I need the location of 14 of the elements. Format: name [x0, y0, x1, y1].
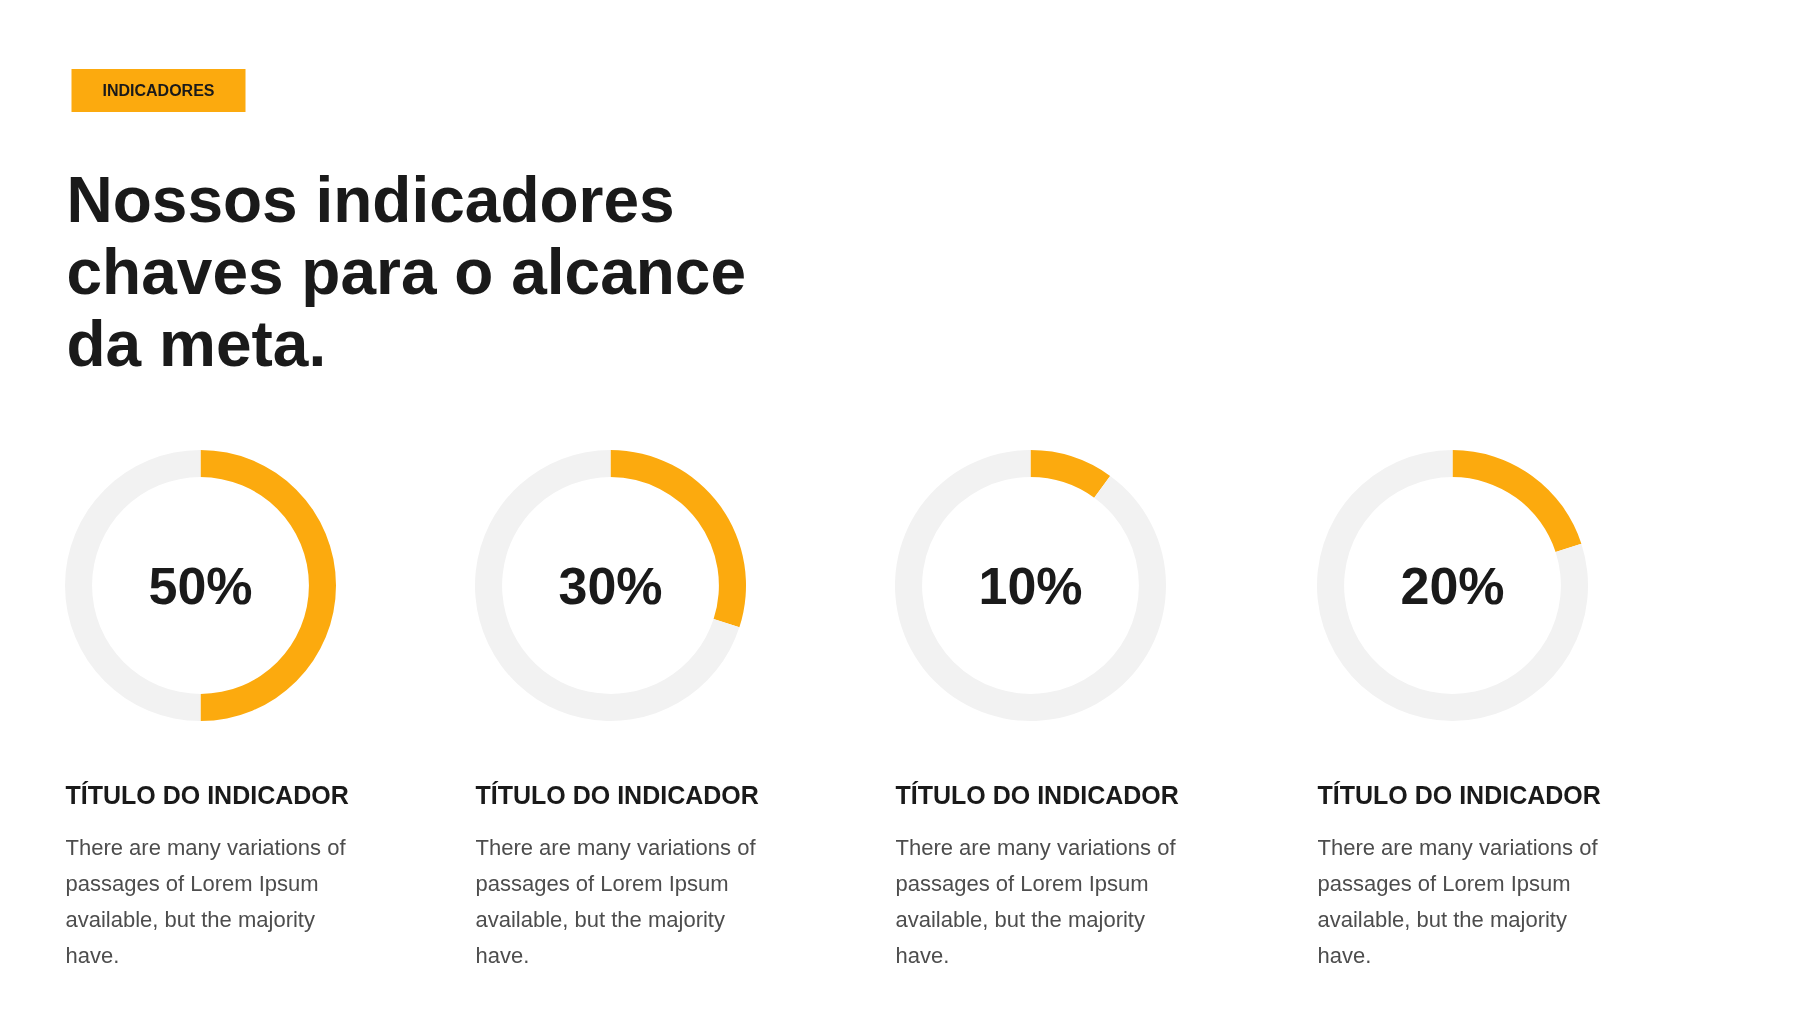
- text: There are many variations of passages of Lorem Ipsum available, but the majority have.: [475, 834, 757, 969]
- text: 30%: [558, 556, 663, 615]
- text: 20%: [1400, 556, 1505, 615]
- text: Nossos indicadores chaves para o alcance da meta.: [66, 163, 747, 380]
- text: TÍTULO DO INDICADOR: [475, 780, 759, 809]
- text: INDICADORES: [102, 82, 215, 99]
- text: There are many variations of passages of Lorem Ipsum available, but the majority have.: [895, 834, 1177, 969]
- text: 10%: [978, 556, 1083, 615]
- text: TÍTULO DO INDICADOR: [1317, 780, 1601, 809]
- text: TÍTULO DO INDICADOR: [895, 780, 1179, 809]
- text: There are many variations of passages of Lorem Ipsum available, but the majority have.: [65, 834, 347, 969]
- text: TÍTULO DO INDICADOR: [65, 780, 349, 809]
- text: 50%: [148, 556, 253, 615]
- text: There are many variations of passages of Lorem Ipsum available, but the majority have.: [1317, 834, 1599, 969]
